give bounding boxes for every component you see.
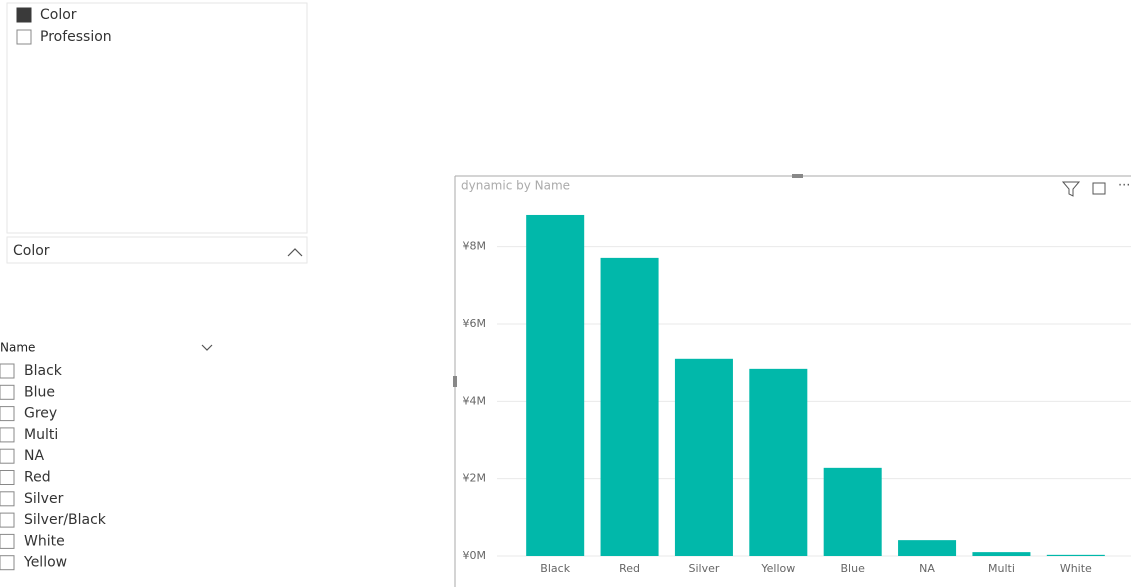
bar[interactable]: [898, 540, 957, 556]
bar[interactable]: [972, 552, 1031, 556]
checkbox[interactable]: [16, 29, 32, 45]
slicer-item[interactable]: Profession: [40, 29, 112, 45]
checkbox[interactable]: [0, 555, 15, 571]
slicer-item[interactable]: NA: [24, 448, 44, 464]
y-tick-label: ¥0M: [463, 549, 487, 562]
field-slicer-box: [6, 2, 308, 234]
x-tick-label: Silver: [688, 562, 719, 575]
slicer-item[interactable]: Silver/Black: [24, 512, 107, 528]
checkbox[interactable]: [16, 7, 32, 23]
name-slicer-title: Name: [0, 341, 35, 355]
slicer-item[interactable]: Color: [40, 7, 77, 23]
slicer-item[interactable]: Multi: [24, 427, 58, 443]
resize-handle[interactable]: [453, 376, 457, 387]
collapse-chevron[interactable]: [287, 248, 303, 257]
slicer-item[interactable]: Silver: [24, 491, 64, 507]
x-tick-label: Multi: [988, 562, 1015, 575]
focus-mode-icon[interactable]: [1092, 182, 1106, 195]
chart-title: dynamic by Name: [461, 179, 570, 193]
resize-handle[interactable]: [792, 174, 803, 178]
checkbox[interactable]: [0, 470, 15, 485]
bar[interactable]: [823, 467, 882, 556]
checkbox[interactable]: [0, 427, 15, 443]
x-tick-label: NA: [919, 562, 935, 575]
bar[interactable]: [674, 358, 733, 556]
y-tick-label: ¥4M: [463, 394, 487, 407]
checkbox[interactable]: [0, 406, 15, 422]
bar[interactable]: [526, 214, 585, 556]
slicer-item[interactable]: Red: [24, 470, 51, 486]
x-tick-label: White: [1060, 562, 1092, 575]
bar[interactable]: [600, 257, 659, 556]
x-tick-label: Blue: [841, 562, 866, 575]
slicer-item[interactable]: White: [24, 533, 65, 549]
slicer-item[interactable]: Blue: [24, 384, 55, 400]
checkbox[interactable]: [0, 533, 15, 549]
slicer-item[interactable]: Yellow: [23, 555, 67, 571]
slicer-item[interactable]: Grey: [24, 406, 57, 422]
field-slicer-header: Color: [13, 243, 50, 259]
y-tick-label: ¥2M: [463, 472, 487, 485]
more-options-icon[interactable]: ···: [1118, 179, 1130, 194]
y-tick-label: ¥8M: [463, 240, 487, 253]
checkbox[interactable]: [0, 384, 15, 400]
y-tick-label: ¥6M: [463, 317, 487, 330]
expand-chevron[interactable]: [201, 344, 213, 351]
x-tick-label: Yellow: [760, 562, 795, 575]
bar[interactable]: [749, 368, 808, 556]
filter-icon[interactable]: [1061, 181, 1081, 197]
checkbox[interactable]: [0, 448, 15, 464]
field-slicer-header-box[interactable]: [6, 236, 308, 264]
x-tick-label: Red: [619, 562, 640, 575]
slicer-item[interactable]: Black: [24, 363, 63, 379]
checkbox[interactable]: [0, 491, 15, 507]
checkbox[interactable]: [0, 363, 15, 379]
checkbox[interactable]: [0, 512, 15, 528]
bar[interactable]: [1046, 554, 1105, 556]
x-tick-label: Black: [540, 562, 570, 575]
